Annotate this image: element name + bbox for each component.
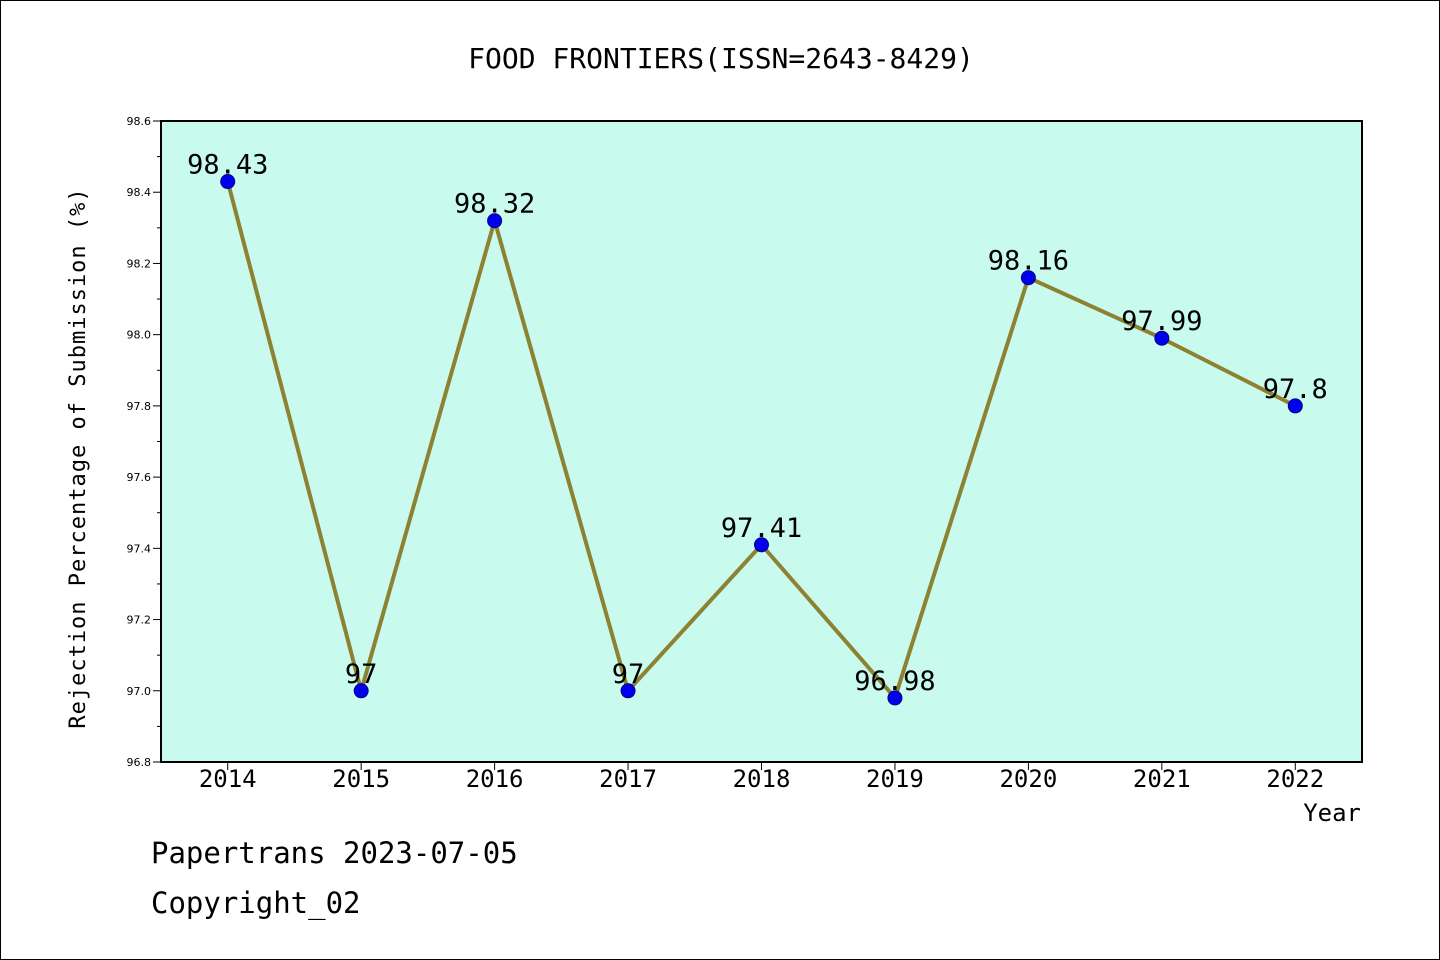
data-label: 97 (345, 659, 378, 690)
x-tick-label: 2015 (332, 765, 390, 793)
data-point-marker (220, 174, 236, 190)
data-label: 97.8 (1263, 374, 1328, 405)
x-tick-label: 2014 (199, 765, 257, 793)
data-point-marker (1154, 330, 1170, 346)
y-tick-label: 97.2 (127, 614, 152, 627)
y-tick-label: 98.0 (127, 329, 152, 342)
x-tick-label: 2019 (866, 765, 924, 793)
data-label: 98.16 (988, 246, 1069, 277)
y-tick-label: 98.4 (127, 186, 152, 199)
plot-area: 96.8 97.0 97.2 97.4 97.6 97.8 98.0 98.2 98.4 98.6… (127, 115, 1363, 793)
x-axis-label: Year (1303, 799, 1361, 827)
data-point-marker (620, 683, 636, 699)
data-point-marker (754, 537, 769, 553)
data-point-marker (887, 690, 903, 706)
y-tick-label: 97.8 (127, 400, 152, 413)
x-tick-label: 2017 (599, 765, 657, 793)
plot-background (161, 121, 1362, 762)
data-label: 97.99 (1121, 306, 1202, 337)
y-tick-label: 98.2 (127, 257, 152, 270)
data-label: 96.98 (854, 666, 935, 697)
data-point-marker (1020, 270, 1036, 286)
x-tick-label: 2016 (466, 765, 524, 793)
data-label: 97.41 (721, 513, 802, 544)
footer-copyright: Copyright_02 (151, 886, 361, 920)
x-tick-label: 2018 (733, 765, 791, 793)
y-tick-label: 97.6 (127, 471, 152, 484)
data-label: 98.32 (454, 189, 535, 220)
x-tick-label: 2021 (1133, 765, 1191, 793)
data-point-marker (353, 683, 369, 699)
y-tick-label: 97.4 (127, 542, 152, 555)
chart-title: FOOD FRONTIERS(ISSN=2643-8429) (468, 42, 974, 75)
y-axis-label: Rejection Percentage of Submission (%) (66, 187, 91, 728)
y-tick-label: 98.6 (127, 115, 152, 128)
data-label: 97 (612, 659, 645, 690)
x-tick-label: 2020 (999, 765, 1057, 793)
data-point-marker (1287, 398, 1303, 414)
y-tick-label: 97.0 (127, 685, 152, 698)
x-tick-label: 2022 (1266, 765, 1324, 793)
plot-border (160, 120, 1363, 763)
data-point-marker (487, 213, 503, 229)
footer-date: Papertrans 2023-07-05 (151, 836, 518, 870)
data-label: 98.43 (187, 150, 268, 181)
y-tick-label: 96.8 (127, 756, 152, 769)
